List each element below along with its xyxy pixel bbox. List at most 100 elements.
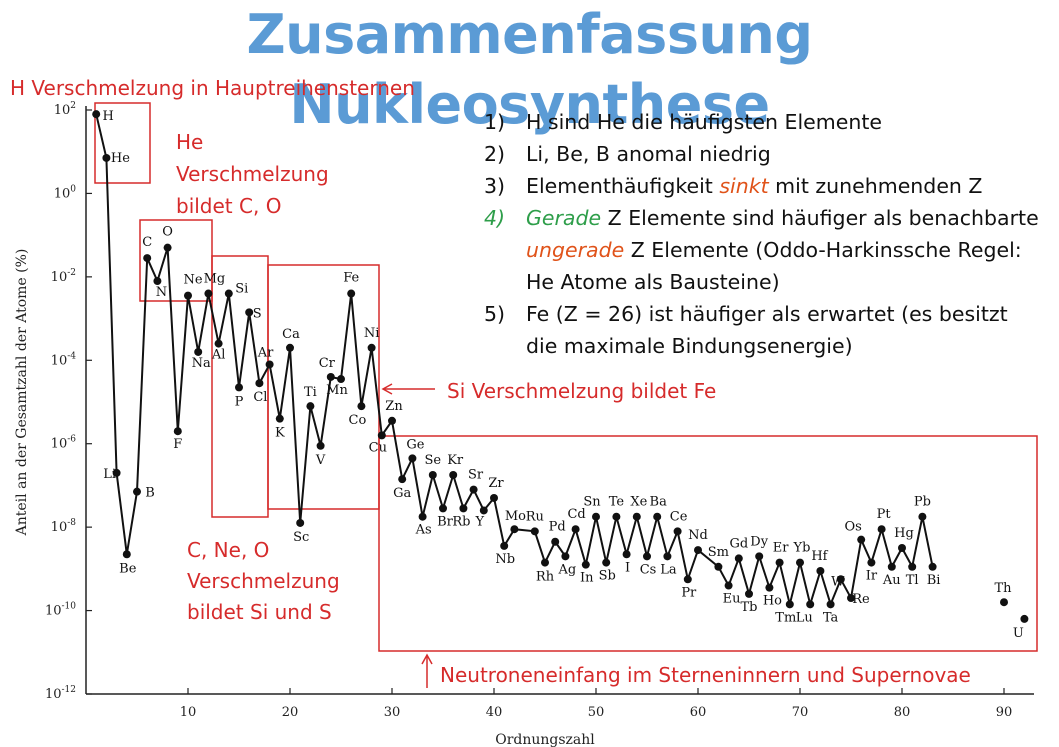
element-label-sr: Sr — [468, 468, 484, 483]
data-point-pd — [551, 537, 560, 546]
element-label-n: N — [156, 285, 167, 300]
element-label-mo: Mo — [505, 509, 526, 524]
element-label-tl: Tl — [906, 573, 919, 588]
annotation-cneo-fusion-line: Verschmelzung — [187, 569, 340, 593]
data-point-b — [133, 487, 141, 496]
data-point-au — [887, 562, 896, 571]
element-label-he: He — [111, 151, 130, 166]
element-label-pd: Pd — [549, 520, 566, 535]
data-point-ge — [408, 454, 417, 463]
data-point-ta — [826, 600, 835, 609]
arrow-si-fusion-head — [381, 383, 393, 395]
y-tick-label: 10-10 — [45, 602, 76, 619]
data-point-fe — [347, 289, 356, 298]
data-point-o — [163, 243, 172, 252]
annotation-cneo-fusion-line: C, Ne, O — [187, 538, 269, 562]
box-he-fusion — [139, 219, 213, 302]
element-label-ru: Ru — [526, 509, 544, 524]
data-point-tm — [785, 600, 794, 609]
summary-item-text: Li, Be, B anomal niedrig — [526, 142, 771, 166]
summary-item-text: Z Elemente (Oddo-Harkinssche Regel: He A… — [526, 238, 1022, 294]
data-point-sb — [602, 558, 611, 567]
data-point-i — [622, 550, 631, 559]
element-label-si: Si — [235, 282, 248, 297]
data-point-cl — [255, 379, 264, 388]
element-label-ho: Ho — [763, 594, 782, 609]
data-point-cr — [326, 372, 335, 381]
element-label-h: H — [103, 109, 114, 124]
data-point-cd — [571, 525, 580, 534]
summary-item: 4) Gerade Z Elemente sind häufiger als be… — [484, 202, 1044, 298]
data-point-os — [857, 535, 866, 544]
element-label-ca: Ca — [282, 327, 300, 342]
data-point-mg — [204, 289, 213, 298]
element-label-ag: Ag — [558, 562, 577, 577]
data-point-cu — [377, 431, 386, 440]
annotation-neutron-capture: Neutroneneinfang im Sterneninnern und Su… — [440, 663, 971, 687]
summary-item-text: Gerade — [526, 206, 602, 230]
y-tick-label: 10-12 — [45, 685, 76, 702]
element-label-c: C — [142, 235, 152, 250]
data-point-kr — [449, 471, 458, 479]
element-label-pt: Pt — [877, 507, 892, 522]
x-tick-label: 40 — [486, 705, 503, 720]
element-label-cu: Cu — [369, 440, 387, 455]
element-label-zn: Zn — [385, 399, 403, 414]
data-point-xe — [632, 512, 641, 521]
element-label-be: Be — [119, 561, 137, 576]
data-point-ba — [653, 512, 662, 521]
element-label-as: As — [415, 523, 432, 538]
summary-item-number: 4) — [484, 206, 506, 230]
element-label-v: V — [315, 453, 326, 468]
element-label-ne: Ne — [183, 273, 202, 288]
data-point-ag — [561, 552, 570, 561]
element-label-w: W — [831, 574, 845, 589]
element-label-te: Te — [609, 495, 625, 510]
element-label-ti: Ti — [304, 385, 317, 400]
element-label-sc: Sc — [293, 530, 309, 545]
element-label-pb: Pb — [914, 495, 931, 510]
data-point-ne — [184, 291, 192, 300]
summary-item-text: H sind He die häufigsten Elemente — [526, 110, 883, 134]
element-label-in: In — [580, 571, 594, 586]
data-point-th — [1000, 598, 1008, 607]
summary-list: 1) H sind He die häufigsten Elemente 2) Li,… — [484, 106, 1044, 362]
data-point-as — [418, 512, 427, 521]
data-point-yb — [796, 558, 804, 567]
element-label-zr: Zr — [488, 476, 504, 491]
element-label-au: Au — [882, 573, 901, 588]
element-label-se: Se — [424, 453, 441, 468]
element-label-na: Na — [192, 356, 211, 371]
data-point-te — [612, 512, 621, 521]
data-point-h — [92, 110, 101, 119]
element-label-hg: Hg — [894, 526, 914, 541]
element-label-eu: Eu — [723, 592, 741, 607]
element-label-mg: Mg — [204, 272, 226, 287]
element-label-u: U — [1013, 626, 1024, 641]
data-point-na — [194, 347, 203, 356]
box-neutron-capture — [378, 435, 1038, 652]
annotation-he-fusion-line: Verschmelzung — [176, 162, 329, 186]
summary-item-text: ungerade — [526, 238, 625, 262]
data-point-hg — [898, 544, 906, 552]
element-label-tb: Tb — [741, 600, 758, 615]
data-point-pb — [918, 512, 927, 521]
annotation-boxes — [94, 102, 1038, 652]
element-label-sb: Sb — [599, 569, 616, 584]
summary-item-number: 1) — [484, 110, 506, 134]
data-point-he — [102, 153, 111, 162]
data-point-se — [428, 471, 437, 479]
data-point-nd — [694, 546, 702, 555]
data-point-cs — [643, 552, 651, 561]
data-point-ca — [286, 343, 294, 352]
summary-item-text: sinkt — [719, 174, 769, 198]
data-point-nb — [500, 541, 509, 550]
data-point-si — [224, 289, 233, 298]
element-label-cr: Cr — [319, 356, 336, 371]
element-label-rh: Rh — [536, 570, 555, 585]
chart-axes: 102 100 10-2 10-4 10-6 10-8 10-10 10-12 10 20 30 40… — [14, 101, 1034, 747]
element-label-nd: Nd — [688, 528, 708, 543]
y-tick-label: 10-8 — [51, 518, 77, 535]
box-si-fusion — [267, 264, 380, 510]
